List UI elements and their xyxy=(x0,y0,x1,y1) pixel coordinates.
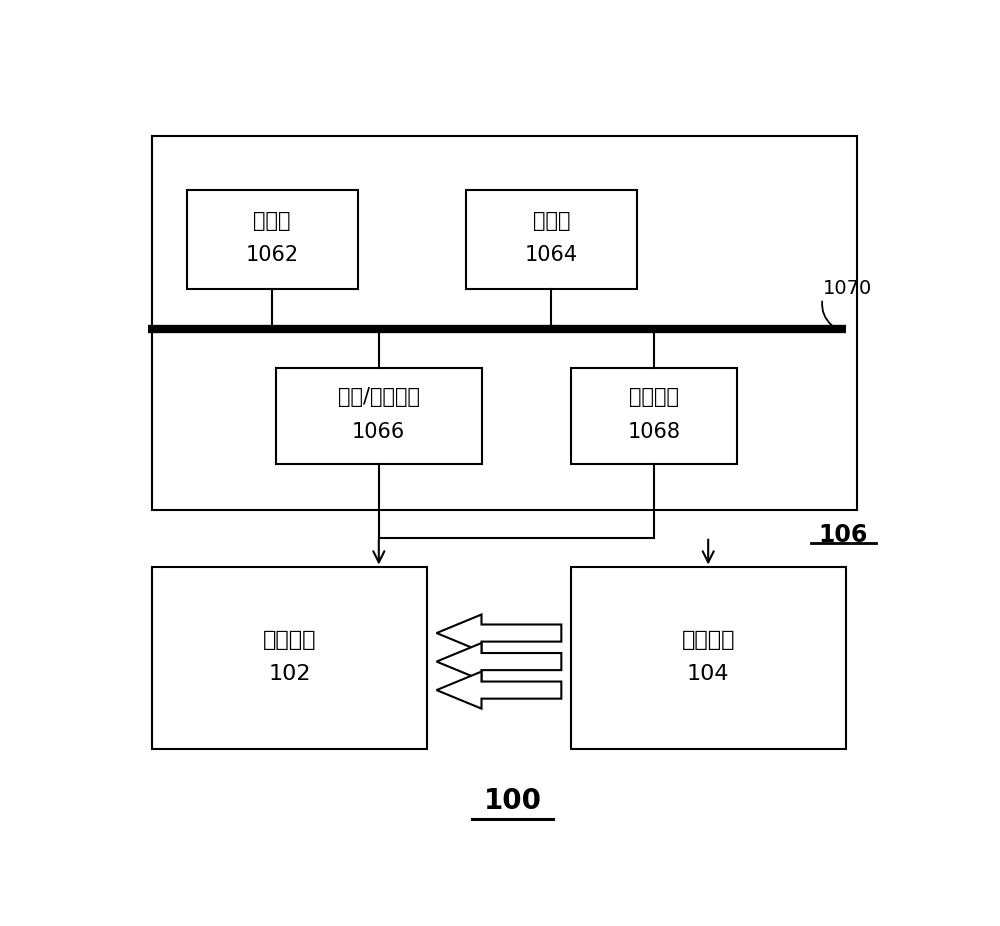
Text: 106: 106 xyxy=(819,523,868,547)
Text: 1064: 1064 xyxy=(525,245,578,265)
Text: 1066: 1066 xyxy=(352,421,405,442)
Text: 存储器: 存储器 xyxy=(532,211,570,231)
Text: 背光模组: 背光模组 xyxy=(681,630,735,650)
FancyBboxPatch shape xyxy=(466,190,637,289)
Text: 处理器: 处理器 xyxy=(254,211,291,231)
Text: 1068: 1068 xyxy=(627,421,680,442)
FancyBboxPatch shape xyxy=(187,190,358,289)
Polygon shape xyxy=(437,615,561,652)
Text: 输入/输出接口: 输入/输出接口 xyxy=(338,387,420,407)
Text: 通信接口: 通信接口 xyxy=(629,387,679,407)
Text: 100: 100 xyxy=(484,787,542,815)
Polygon shape xyxy=(437,643,561,680)
Text: 1070: 1070 xyxy=(822,279,872,298)
Polygon shape xyxy=(437,671,561,708)
FancyBboxPatch shape xyxy=(276,368,482,464)
Text: 显示面板: 显示面板 xyxy=(263,630,316,650)
Text: 102: 102 xyxy=(268,664,311,684)
Text: 104: 104 xyxy=(687,664,729,684)
FancyBboxPatch shape xyxy=(152,568,427,749)
FancyBboxPatch shape xyxy=(571,368,737,464)
Text: 1062: 1062 xyxy=(246,245,299,265)
FancyBboxPatch shape xyxy=(571,568,846,749)
